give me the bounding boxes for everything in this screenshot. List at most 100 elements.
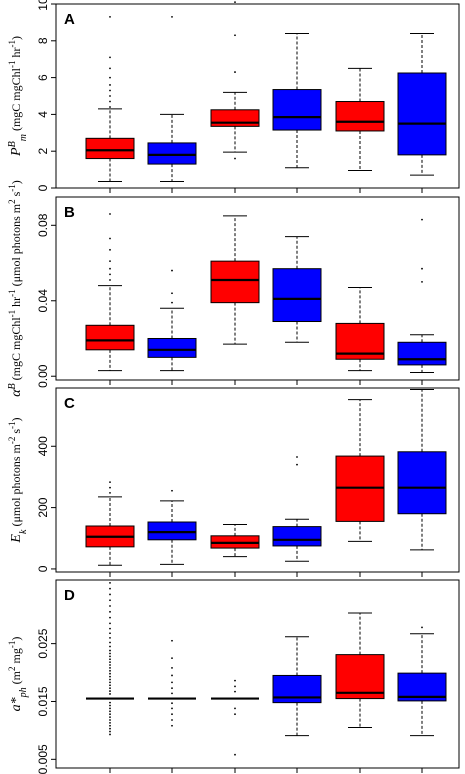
outlier-point (171, 657, 173, 659)
box-group (272, 636, 322, 737)
outlier-point (171, 681, 173, 684)
outlier-point (234, 707, 236, 710)
y-tick-label: 400 (36, 436, 50, 456)
outlier-point (109, 599, 111, 602)
outlier-point (109, 727, 111, 730)
outlier-point (109, 690, 111, 692)
box-group (397, 389, 447, 551)
outlier-point (109, 664, 111, 666)
outlier-point (171, 667, 173, 669)
y-tick-label: 0.005 (36, 744, 50, 774)
outlier-point (109, 704, 111, 707)
box-group (210, 523, 260, 558)
outlier-point (109, 587, 111, 590)
box-group (397, 626, 447, 737)
outlier-point (109, 486, 111, 489)
outlier-point (109, 641, 111, 644)
y-axis-label: a*ph (m2 mg-1) (7, 637, 29, 712)
outlier-point (171, 674, 173, 677)
outlier-point (234, 690, 236, 693)
y-axis-label: Ek (μmol photons m-2 s-1) (7, 417, 29, 543)
outlier-point (234, 157, 236, 160)
box-iqr (147, 142, 197, 165)
outlier-point (421, 218, 423, 221)
box-iqr (147, 521, 197, 541)
outlier-point (234, 679, 236, 682)
outlier-point (109, 730, 111, 733)
panel-b: B 0.00 0.04 0.08 αB (mgC mgChl-1 hr-1 (μmol … (7, 180, 460, 397)
y-tick-label: 10 (36, 0, 50, 11)
box-group (335, 399, 385, 542)
outlier-point (109, 491, 111, 494)
box-group (272, 456, 322, 562)
outlier-point (171, 719, 173, 721)
panel-c: C 0 200 400 Ek (μmol photons m-2 s-1) (7, 387, 460, 577)
box-iqr (272, 268, 322, 323)
outlier-point (109, 260, 111, 263)
outlier-point (109, 67, 111, 70)
outlier-point (109, 56, 111, 59)
outlier-point (171, 15, 173, 18)
y-tick-label: 4 (36, 111, 50, 118)
outlier-point (296, 456, 298, 458)
outlier-point (234, 71, 236, 73)
outlier-point (109, 701, 111, 704)
box-group (147, 15, 197, 183)
box-iqr (272, 89, 322, 131)
outlier-point (109, 716, 111, 718)
box-group (210, 1, 260, 160)
outlier-point (109, 655, 111, 658)
outlier-point (234, 753, 236, 756)
box-group (147, 269, 197, 372)
outlier-point (109, 678, 111, 681)
y-tick-label: 0.015 (36, 686, 50, 716)
outlier-point (109, 610, 111, 613)
outlier-point (109, 733, 111, 736)
outlier-point (171, 269, 173, 272)
outlier-point (171, 687, 173, 690)
y-tick-label: 0.025 (36, 628, 50, 658)
outlier-point (109, 652, 111, 655)
outlier-point (109, 237, 111, 240)
box-group (272, 32, 322, 169)
box-iqr (85, 137, 135, 160)
outlier-point (109, 684, 111, 687)
outlier-point (171, 301, 173, 304)
outlier-point (109, 693, 111, 695)
outlier-point (109, 645, 111, 648)
box-group (210, 215, 260, 345)
outlier-point (109, 593, 111, 596)
outlier-point (234, 34, 236, 37)
box-group (397, 32, 447, 176)
box-iqr (335, 101, 385, 132)
outlier-point (109, 649, 111, 652)
outlier-point (109, 279, 111, 281)
panel-letter: B (64, 204, 75, 221)
outlier-point (109, 672, 111, 675)
box-group (148, 639, 196, 727)
outlier-point (109, 248, 111, 251)
outlier-point (109, 616, 111, 619)
box-iqr (147, 337, 197, 358)
y-tick-label: 6 (36, 74, 50, 81)
outlier-point (109, 76, 111, 79)
y-tick-label: 2 (36, 148, 50, 155)
outlier-point (171, 707, 173, 710)
box-iqr (210, 260, 260, 304)
panel-letter: D (64, 587, 75, 604)
outlier-point (109, 481, 111, 484)
box-iqr (397, 451, 447, 515)
y-tick-label: 0 (36, 184, 50, 191)
outlier-point (109, 669, 111, 672)
box-iqr (272, 526, 322, 547)
box-group (335, 612, 385, 729)
outlier-point (109, 658, 111, 661)
panel-letter: A (64, 11, 75, 28)
outlier-point (171, 639, 173, 642)
outlier-point (109, 95, 111, 97)
outlier-point (421, 267, 423, 270)
outlier-point (109, 213, 111, 215)
outlier-point (109, 100, 111, 103)
plot-frame (55, 3, 460, 189)
